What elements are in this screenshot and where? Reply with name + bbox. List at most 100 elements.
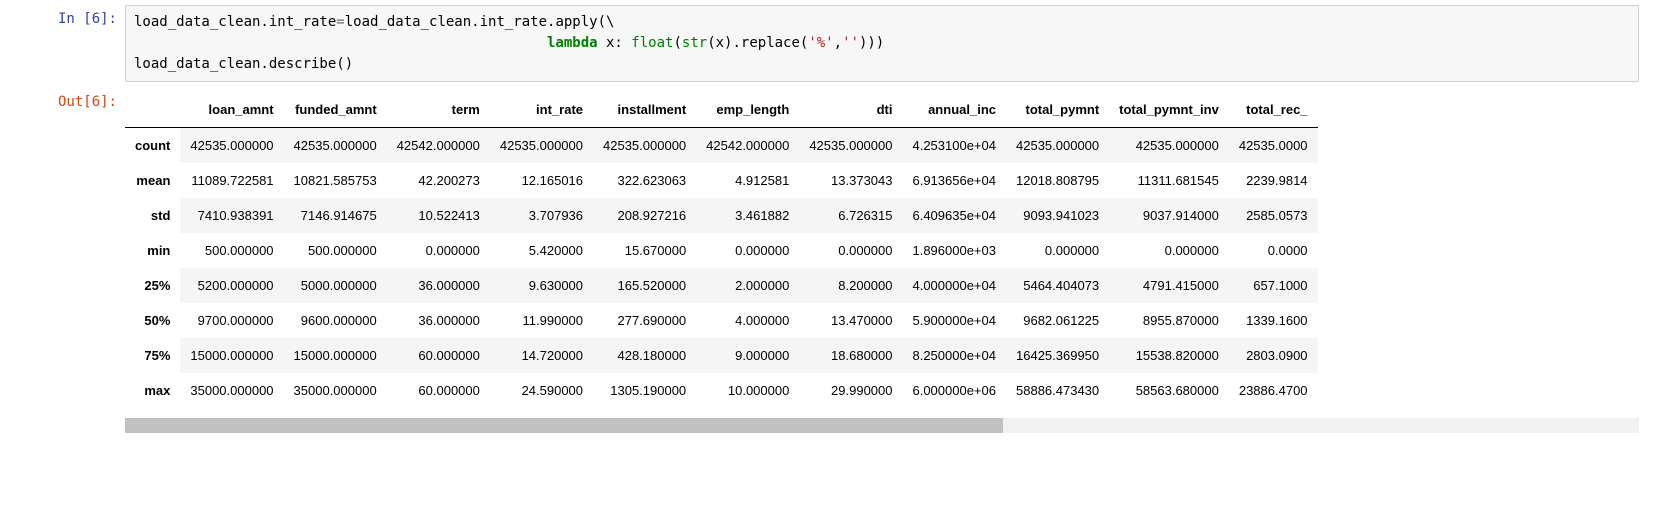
table-cell: 4.912581 — [696, 163, 799, 198]
code-token: '%' — [808, 35, 833, 51]
table-cell: 42542.000000 — [387, 128, 490, 164]
code-token: load_data_clean.describe() — [134, 56, 353, 72]
code-token: = — [336, 14, 344, 30]
table-cell: 10821.585753 — [284, 163, 387, 198]
table-cell: 1339.1600 — [1229, 303, 1318, 338]
table-row: count42535.00000042535.00000042542.00000… — [125, 128, 1318, 164]
table-cell: 42535.000000 — [180, 128, 283, 164]
table-cell: 3.707936 — [490, 198, 593, 233]
col-header: emp_length — [696, 92, 799, 128]
table-cell: 0.000000 — [387, 233, 490, 268]
col-header: annual_inc — [902, 92, 1006, 128]
table-cell: 2585.0573 — [1229, 198, 1318, 233]
output-prompt: Out[6]: — [20, 88, 125, 110]
table-cell: 36.000000 — [387, 268, 490, 303]
table-cell: 4.253100e+04 — [902, 128, 1006, 164]
table-cell: 42542.000000 — [696, 128, 799, 164]
table-cell: 11311.681545 — [1109, 163, 1229, 198]
col-header: loan_amnt — [180, 92, 283, 128]
table-cell: 9.000000 — [696, 338, 799, 373]
table-cell: 6.726315 — [799, 198, 902, 233]
table-cell: 36.000000 — [387, 303, 490, 338]
row-header: mean — [125, 163, 180, 198]
table-header-row: loan_amnt funded_amnt term int_rate inst… — [125, 92, 1318, 128]
table-cell: 500.000000 — [180, 233, 283, 268]
table-cell: 9037.914000 — [1109, 198, 1229, 233]
code-token: ))) — [859, 35, 884, 51]
table-cell: 2.000000 — [696, 268, 799, 303]
table-cell: 0.000000 — [1006, 233, 1109, 268]
row-header: 75% — [125, 338, 180, 373]
table-cell: 5464.404073 — [1006, 268, 1109, 303]
code-editor[interactable]: load_data_clean.int_rate=load_data_clean… — [125, 5, 1639, 82]
table-cell: 58563.680000 — [1109, 373, 1229, 408]
table-cell: 8955.870000 — [1109, 303, 1229, 338]
table-row: 50%9700.0000009600.00000036.00000011.990… — [125, 303, 1318, 338]
code-token: (x).replace( — [707, 35, 808, 51]
table-row: mean11089.72258110821.58575342.20027312.… — [125, 163, 1318, 198]
col-header: funded_amnt — [284, 92, 387, 128]
table-cell: 11089.722581 — [180, 163, 283, 198]
table-cell: 60.000000 — [387, 373, 490, 408]
notebook: In [6]: load_data_clean.int_rate=load_da… — [0, 0, 1659, 444]
table-cell: 9.630000 — [490, 268, 593, 303]
table-cell: 16425.369950 — [1006, 338, 1109, 373]
table-cell: 5.900000e+04 — [902, 303, 1006, 338]
code-token: load_data_clean.int_rate.apply(\ — [345, 14, 615, 30]
table-cell: 6.409635e+04 — [902, 198, 1006, 233]
table-cell: 42535.000000 — [1006, 128, 1109, 164]
horizontal-scrollbar[interactable] — [125, 418, 1639, 433]
table-cell: 42.200273 — [387, 163, 490, 198]
row-header: count — [125, 128, 180, 164]
table-cell: 165.520000 — [593, 268, 696, 303]
col-header: installment — [593, 92, 696, 128]
table-cell: 277.690000 — [593, 303, 696, 338]
code-token: , — [834, 35, 842, 51]
col-header: int_rate — [490, 92, 593, 128]
table-cell: 11.990000 — [490, 303, 593, 338]
table-cell: 657.1000 — [1229, 268, 1318, 303]
table-cell: 9093.941023 — [1006, 198, 1109, 233]
table-cell: 6.913656e+04 — [902, 163, 1006, 198]
table-cell: 2803.0900 — [1229, 338, 1318, 373]
output-area: loan_amnt funded_amnt term int_rate inst… — [125, 88, 1639, 433]
col-header: total_pymnt — [1006, 92, 1109, 128]
table-row: min500.000000500.0000000.0000005.4200001… — [125, 233, 1318, 268]
scrollbar-thumb[interactable] — [125, 418, 1003, 433]
row-header: max — [125, 373, 180, 408]
col-header: dti — [799, 92, 902, 128]
table-cell: 5200.000000 — [180, 268, 283, 303]
table-cell: 58886.473430 — [1006, 373, 1109, 408]
table-cell: 1305.190000 — [593, 373, 696, 408]
table-cell: 24.590000 — [490, 373, 593, 408]
table-cell: 4.000000 — [696, 303, 799, 338]
table-cell: 7146.914675 — [284, 198, 387, 233]
code-token: lambda — [547, 35, 598, 51]
table-cell: 428.180000 — [593, 338, 696, 373]
col-header: total_rec_ — [1229, 92, 1318, 128]
table-cell: 10.000000 — [696, 373, 799, 408]
row-header: 50% — [125, 303, 180, 338]
table-cell: 8.200000 — [799, 268, 902, 303]
table-cell: 8.250000e+04 — [902, 338, 1006, 373]
input-prompt: In [6]: — [20, 5, 125, 27]
code-token: float — [631, 35, 673, 51]
describe-table: loan_amnt funded_amnt term int_rate inst… — [125, 92, 1318, 408]
output-prompt-label: Out[6]: — [58, 94, 117, 110]
table-cell: 5.420000 — [490, 233, 593, 268]
col-header: total_pymnt_inv — [1109, 92, 1229, 128]
row-header: std — [125, 198, 180, 233]
table-cell: 10.522413 — [387, 198, 490, 233]
table-cell: 12018.808795 — [1006, 163, 1109, 198]
code-token: x: — [598, 35, 632, 51]
input-cell: In [6]: load_data_clean.int_rate=load_da… — [20, 5, 1639, 82]
table-cell: 500.000000 — [284, 233, 387, 268]
code-token: '' — [842, 35, 859, 51]
code-token: load_data_clean.int_rate — [134, 14, 336, 30]
table-cell: 42535.000000 — [799, 128, 902, 164]
table-cell: 42535.000000 — [490, 128, 593, 164]
table-cell: 35000.000000 — [180, 373, 283, 408]
table-cell: 322.623063 — [593, 163, 696, 198]
table-cell: 42535.000000 — [284, 128, 387, 164]
table-cell: 0.000000 — [799, 233, 902, 268]
